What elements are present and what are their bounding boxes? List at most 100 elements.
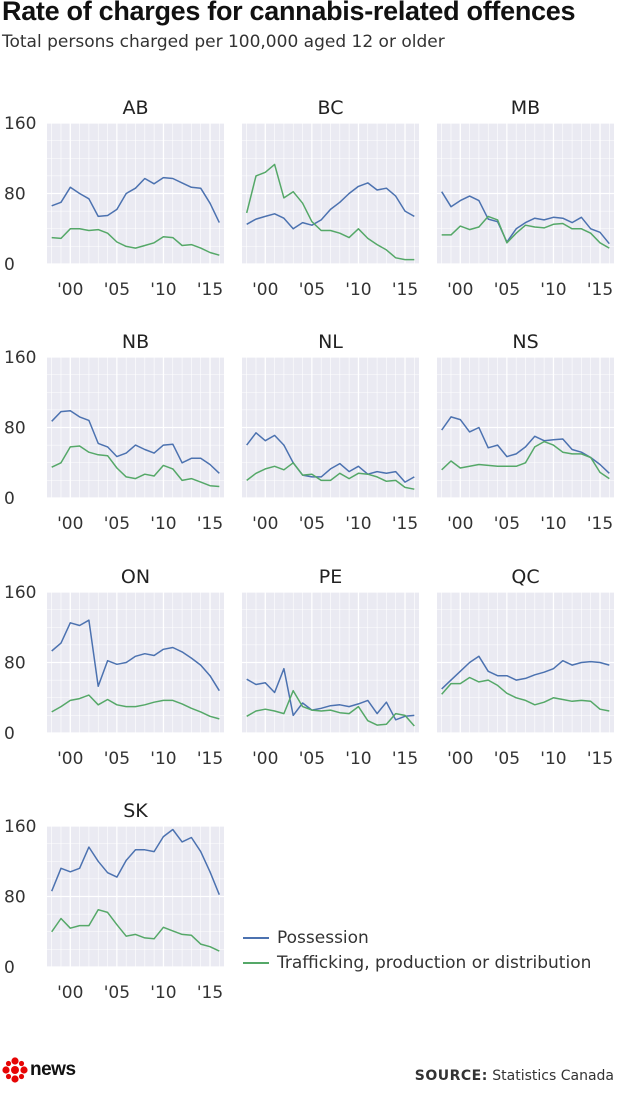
y-tick-label: 0 [4, 724, 15, 744]
y-tick-label: 0 [4, 255, 15, 275]
panel-qc: QC '00 '05 '10 '15 [437, 566, 614, 769]
trafficking-line-nb [51, 445, 220, 488]
x-tick-label: '10 [345, 749, 371, 769]
y-tick-label: 160 [4, 583, 36, 603]
cbc-news-logo: news [2, 1057, 76, 1083]
y-tick-label: 80 [4, 888, 26, 908]
legend-item-possession: Possession [243, 925, 591, 950]
x-tick-label: '00 [252, 749, 278, 769]
panel-title: QC [511, 566, 539, 588]
x-tick-label: '05 [494, 514, 520, 534]
legend: Possession Trafficking, production or di… [243, 925, 591, 975]
x-tick-label: '10 [540, 280, 566, 300]
x-tick-label: '05 [104, 749, 130, 769]
possession-line-ns [441, 416, 610, 474]
x-tick-label: '15 [392, 749, 418, 769]
x-tick-label: '05 [299, 514, 325, 534]
panel-title: ON [121, 566, 150, 588]
source-text: Statistics Canada [492, 1068, 614, 1084]
possession-line-pe [246, 667, 415, 721]
possession-line-nb [51, 410, 220, 474]
cbc-gem-icon [2, 1057, 28, 1083]
x-tick-label: '05 [299, 749, 325, 769]
x-tick-label: '00 [252, 280, 278, 300]
legend-swatch-possession [243, 936, 269, 939]
x-tick-label: '15 [197, 514, 223, 534]
x-tick-label: '05 [494, 749, 520, 769]
x-tick-label: '00 [57, 514, 83, 534]
chart-title: Rate of charges for cannabis-related off… [2, 0, 576, 26]
panel-on: ON 0 80 160 '00 '05 '10 '15 [4, 566, 224, 769]
panel-nl: NL '00 '05 '10 '15 [242, 331, 419, 534]
panel-title: NL [318, 331, 343, 353]
panel-mb: MB '00 '05 '10 '15 [437, 97, 614, 300]
x-tick-label: '10 [345, 514, 371, 534]
x-tick-label: '15 [587, 280, 613, 300]
logo-text: news [30, 1059, 76, 1080]
x-tick-label: '00 [252, 514, 278, 534]
x-tick-label: '00 [57, 983, 83, 1003]
chart-subtitle: Total persons charged per 100,000 aged 1… [2, 32, 445, 52]
panel-title: AB [122, 97, 148, 119]
y-tick-label: 80 [4, 419, 26, 439]
possession-line-qc [441, 655, 610, 690]
panel-bc: BC '00 '05 '10 '15 [242, 97, 419, 300]
y-tick-label: 80 [4, 185, 26, 205]
trafficking-line-ab [51, 228, 220, 256]
y-tick-label: 160 [4, 114, 36, 134]
legend-item-trafficking: Trafficking, production or distribution [243, 950, 591, 975]
possession-line-mb [441, 191, 610, 245]
trafficking-line-qc [441, 676, 610, 712]
x-tick-label: '10 [150, 749, 176, 769]
trafficking-line-sk [51, 908, 220, 952]
panel-title: MB [511, 97, 540, 119]
x-tick-label: '15 [587, 749, 613, 769]
x-tick-label: '00 [447, 749, 473, 769]
x-tick-label: '05 [299, 280, 325, 300]
trafficking-line-on [51, 694, 220, 720]
x-tick-label: '10 [540, 749, 566, 769]
x-tick-label: '00 [447, 280, 473, 300]
possession-line-nl [246, 432, 415, 483]
panel-ns: NS '00 '05 '10 '15 [437, 331, 614, 534]
possession-line-sk [51, 828, 220, 895]
x-tick-label: '05 [494, 280, 520, 300]
x-tick-label: '15 [392, 280, 418, 300]
legend-label-possession: Possession [277, 927, 369, 948]
x-tick-label: '15 [197, 280, 223, 300]
y-tick-label: 80 [4, 654, 26, 674]
possession-line-ab [51, 176, 220, 223]
y-tick-label: 160 [4, 348, 36, 368]
x-tick-label: '15 [197, 749, 223, 769]
trafficking-line-bc [245, 163, 415, 261]
panel-pe: PE '00 '05 '10 '15 [242, 566, 419, 769]
trafficking-line-pe [246, 689, 415, 727]
panel-sk: SK 0 80 160 '00 '05 '10 '15 [4, 800, 224, 1003]
y-tick-label: 160 [4, 817, 36, 837]
panel-title: SK [123, 800, 148, 822]
trafficking-line-ns [441, 440, 610, 480]
legend-label-trafficking: Trafficking, production or distribution [277, 952, 592, 973]
x-tick-label: '10 [150, 983, 176, 1003]
panel-title: PE [319, 566, 342, 588]
x-tick-label: '05 [104, 280, 130, 300]
y-tick-label: 0 [4, 958, 15, 978]
trafficking-line-mb [441, 215, 610, 249]
x-tick-label: '10 [345, 280, 371, 300]
source-credit: SOURCE: Statistics Canada [415, 1068, 614, 1084]
x-tick-label: '05 [104, 514, 130, 534]
x-tick-label: '15 [392, 514, 418, 534]
x-tick-label: '15 [587, 514, 613, 534]
panel-nb: NB 0 80 160 '00 '05 '10 '15 [4, 331, 224, 534]
x-tick-label: '10 [540, 514, 566, 534]
possession-line-bc [246, 182, 415, 230]
legend-swatch-trafficking [243, 961, 269, 964]
panel-title: NB [122, 331, 149, 353]
x-tick-label: '10 [150, 280, 176, 300]
y-tick-label: 0 [4, 489, 15, 509]
panel-title: BC [318, 97, 344, 119]
x-tick-label: '00 [57, 749, 83, 769]
x-tick-label: '05 [104, 983, 130, 1003]
possession-line-on [51, 619, 220, 692]
panel-ab: AB 0 80 160 '00 '05 '10 '15 [4, 97, 224, 300]
